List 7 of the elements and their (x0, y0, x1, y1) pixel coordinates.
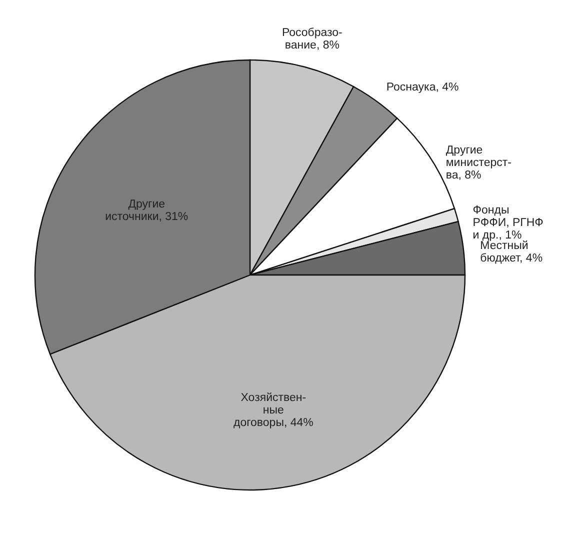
slice-label: Другие источники, 31% (105, 198, 188, 224)
slice-label: Роснаука, 4% (386, 81, 459, 94)
slice-label: Фонды РФФИ, РГНФ и др., 1% (472, 204, 544, 242)
slice-label: Хозяйствен-ные договоры, 44% (233, 392, 314, 429)
slice-label: Другие министерст-ва, 8% (446, 144, 512, 182)
slice-label: Местный бюджет, 4% (480, 240, 543, 264)
slice-label: Рособразо-вание, 8% (282, 26, 343, 52)
